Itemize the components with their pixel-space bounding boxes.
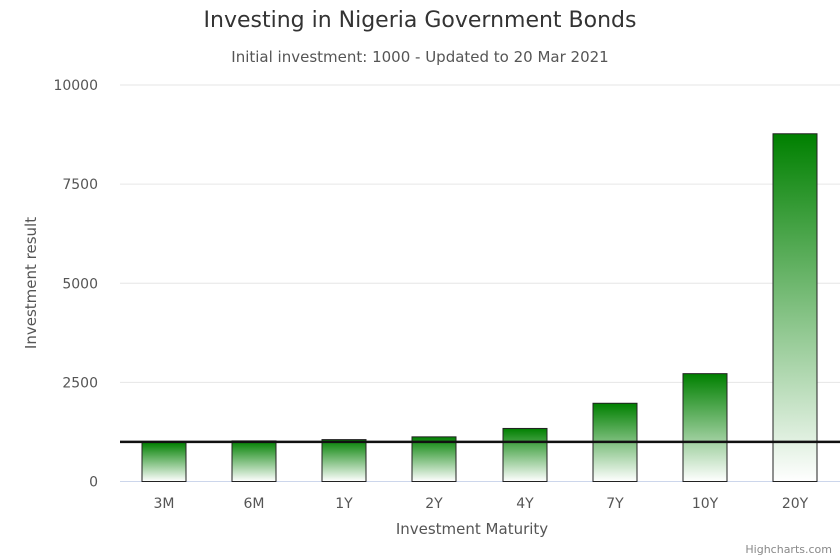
x-tick-label: 4Y [516,496,534,512]
bar-10Y[interactable] [682,373,728,483]
x-tick-label: 20Y [782,496,809,512]
bar-20Y[interactable] [772,133,818,482]
x-tick-label: 10Y [692,496,719,512]
y-tick-label: 7500 [62,177,98,193]
x-axis-title: Investment Maturity [396,520,548,538]
chart-title: Investing in Nigeria Government Bonds [203,8,637,33]
bar-4Y[interactable] [502,427,548,483]
y-tick-label: 10000 [53,78,98,94]
bar-6M[interactable] [231,440,277,483]
x-tick-label: 6M [244,496,265,512]
chart-subtitle: Initial investment: 1000 - Updated to 20… [231,48,609,66]
x-tick-label: 2Y [425,496,443,512]
x-tick-label: 1Y [335,496,353,512]
y-tick-label: 0 [89,475,98,491]
credit-link[interactable]: Highcharts.com [745,543,832,556]
y-axis-title: Investment result [22,217,40,349]
bar-2Y[interactable] [411,436,457,482]
bar-3M[interactable] [141,441,187,483]
x-tick-label: 7Y [606,496,624,512]
y-tick-label: 2500 [62,375,98,391]
bar-1Y[interactable] [321,439,367,482]
y-tick-label: 5000 [62,276,98,292]
x-tick-label: 3M [154,496,175,512]
